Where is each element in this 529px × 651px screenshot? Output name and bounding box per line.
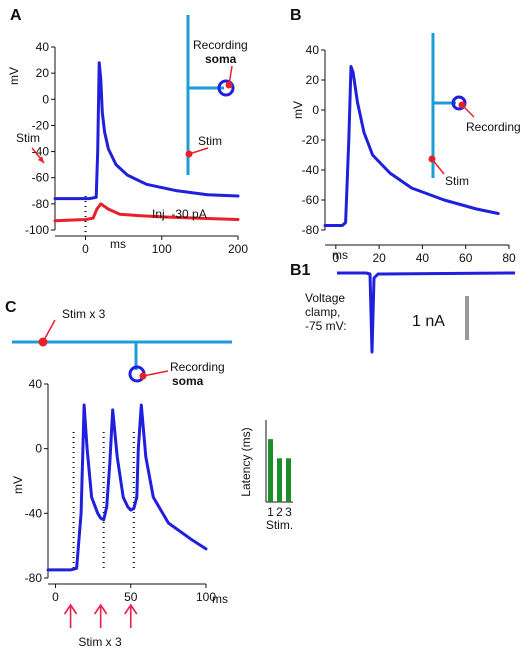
panel-a-injection-trace xyxy=(53,202,240,223)
x-tick-label: 200 xyxy=(228,242,248,256)
y-tick-label: -80 xyxy=(302,223,320,237)
inset-bar xyxy=(268,439,273,502)
panel-b-recording-lead xyxy=(461,104,475,118)
panel-c-y-axis: 40 0 -40 -80 xyxy=(25,377,49,585)
panel-a-y-axis: 40 20 0 -20 -40 -60 -80 -100 xyxy=(25,40,56,237)
panel-c-stim-arrows xyxy=(63,603,138,628)
panel-a-recording-lead xyxy=(228,65,233,86)
panel-label-b: B xyxy=(290,7,302,24)
panel-a-stim-electrode-lead xyxy=(188,147,209,155)
panel-a-x-label: ms xyxy=(110,237,126,251)
panel-a-stim-label: Stim xyxy=(16,131,40,145)
panel-c-x-axis: 0 50 100 xyxy=(48,583,216,604)
y-tick-label: -40 xyxy=(25,506,43,520)
y-tick-label: -40 xyxy=(302,163,320,177)
x-tick-label: 100 xyxy=(196,590,216,604)
panel-a-x-axis: 0 100 200 xyxy=(55,235,248,256)
y-tick-label: -80 xyxy=(32,197,50,211)
y-tick-label: 40 xyxy=(36,40,50,54)
panel-c-recording-label: Recording xyxy=(170,360,225,374)
y-tick-label: 0 xyxy=(35,442,42,456)
inset-category-label: 1 xyxy=(267,505,274,519)
panel-b-neuron-schematic xyxy=(428,33,475,178)
y-tick-label: -40 xyxy=(32,145,50,159)
y-tick-label: 40 xyxy=(306,43,320,57)
panel-c-stim-bottom-label: Stim x 3 xyxy=(78,635,122,649)
panel-a-soma-recording-electrode xyxy=(217,79,235,97)
panel-c-recording-sublabel: soma xyxy=(172,374,204,388)
inset-bar xyxy=(277,458,282,502)
panel-c-x-label: ms xyxy=(212,592,228,606)
y-tick-label: -60 xyxy=(32,171,50,185)
panel-b-stim-label: Stim xyxy=(445,174,469,188)
panel-label-b1: B1 xyxy=(290,262,311,279)
y-tick-label: 0 xyxy=(42,92,49,106)
panel-c-stim-lead xyxy=(42,319,56,343)
y-tick-label: 40 xyxy=(29,377,43,391)
panel-b-y-axis: 40 20 0 -20 -40 -60 -80 xyxy=(302,43,326,237)
panel-a-injection-label: Inj. -30 pA xyxy=(152,207,207,221)
x-tick-label: 80 xyxy=(502,251,516,265)
y-tick-label: -80 xyxy=(25,571,43,585)
stim-arrowhead xyxy=(124,603,138,615)
inset-category-label: 2 xyxy=(276,505,283,519)
panel-b1-scale-label: 1 nA xyxy=(412,313,445,330)
x-tick-label: 40 xyxy=(416,251,430,265)
panel-a-stim-cell-label: Stim xyxy=(198,134,222,148)
panel-b-voltage-trace xyxy=(323,65,500,227)
inset-category-label: 3 xyxy=(285,505,292,519)
panel-b-x-axis: 0 20 40 60 80 xyxy=(325,244,516,265)
y-tick-label: -20 xyxy=(32,118,50,132)
panel-b1-clamp-current-trace xyxy=(337,271,516,354)
panel-c-stim-top-label: Stim x 3 xyxy=(62,307,106,321)
panel-c-stim-marker-lines xyxy=(72,432,135,570)
inset-bar xyxy=(286,458,291,502)
inset-x-label: Stim. xyxy=(266,518,293,532)
x-tick-label: 0 xyxy=(82,242,89,256)
panel-b1-vc-line1: Voltage xyxy=(305,291,345,305)
y-tick-label: 20 xyxy=(36,66,50,80)
panel-label-a: A xyxy=(10,7,22,24)
panel-b-y-label: mV xyxy=(291,101,305,119)
panel-b1-vc-line2: clamp, xyxy=(305,305,340,319)
panel-c-recording-lead xyxy=(142,370,169,377)
x-tick-label: 20 xyxy=(372,251,386,265)
panel-c-neuron-schematic xyxy=(12,319,232,383)
y-tick-label: -60 xyxy=(302,193,320,207)
panel-label-c: C xyxy=(5,299,17,316)
y-tick-label: 0 xyxy=(312,103,319,117)
panel-a-y-label: mV xyxy=(7,67,21,85)
y-tick-label: -20 xyxy=(302,133,320,147)
panel-c-voltage-trace xyxy=(46,403,208,572)
panel-b-recording-electrode xyxy=(451,95,467,111)
panel-b-stim-lead xyxy=(431,158,445,175)
panel-b-x-label: ms xyxy=(332,248,348,262)
x-tick-label: 60 xyxy=(459,251,473,265)
panel-b-recording-label: Recording xyxy=(466,120,521,134)
panel-b1-vc-line3: -75 mV: xyxy=(305,319,347,333)
x-tick-label: 0 xyxy=(332,251,339,265)
x-tick-label: 0 xyxy=(52,590,59,604)
stim-arrowhead xyxy=(63,603,78,615)
panel-a-voltage-trace xyxy=(53,61,240,201)
panel-c-y-label: mV xyxy=(11,476,25,494)
panel-a-recording-sublabel: soma xyxy=(205,52,237,66)
x-tick-label: 100 xyxy=(152,242,172,256)
panel-a-recording-label: Recording xyxy=(193,38,248,52)
inset-y-label: Latency (ms) xyxy=(239,427,253,496)
panel-a-neuron-schematic xyxy=(185,15,235,175)
y-tick-label: -100 xyxy=(25,223,49,237)
y-tick-label: 20 xyxy=(306,73,320,87)
panel-a-stim-arrowhead xyxy=(38,156,44,163)
x-tick-label: 50 xyxy=(124,590,138,604)
stim-arrowhead xyxy=(94,603,108,615)
